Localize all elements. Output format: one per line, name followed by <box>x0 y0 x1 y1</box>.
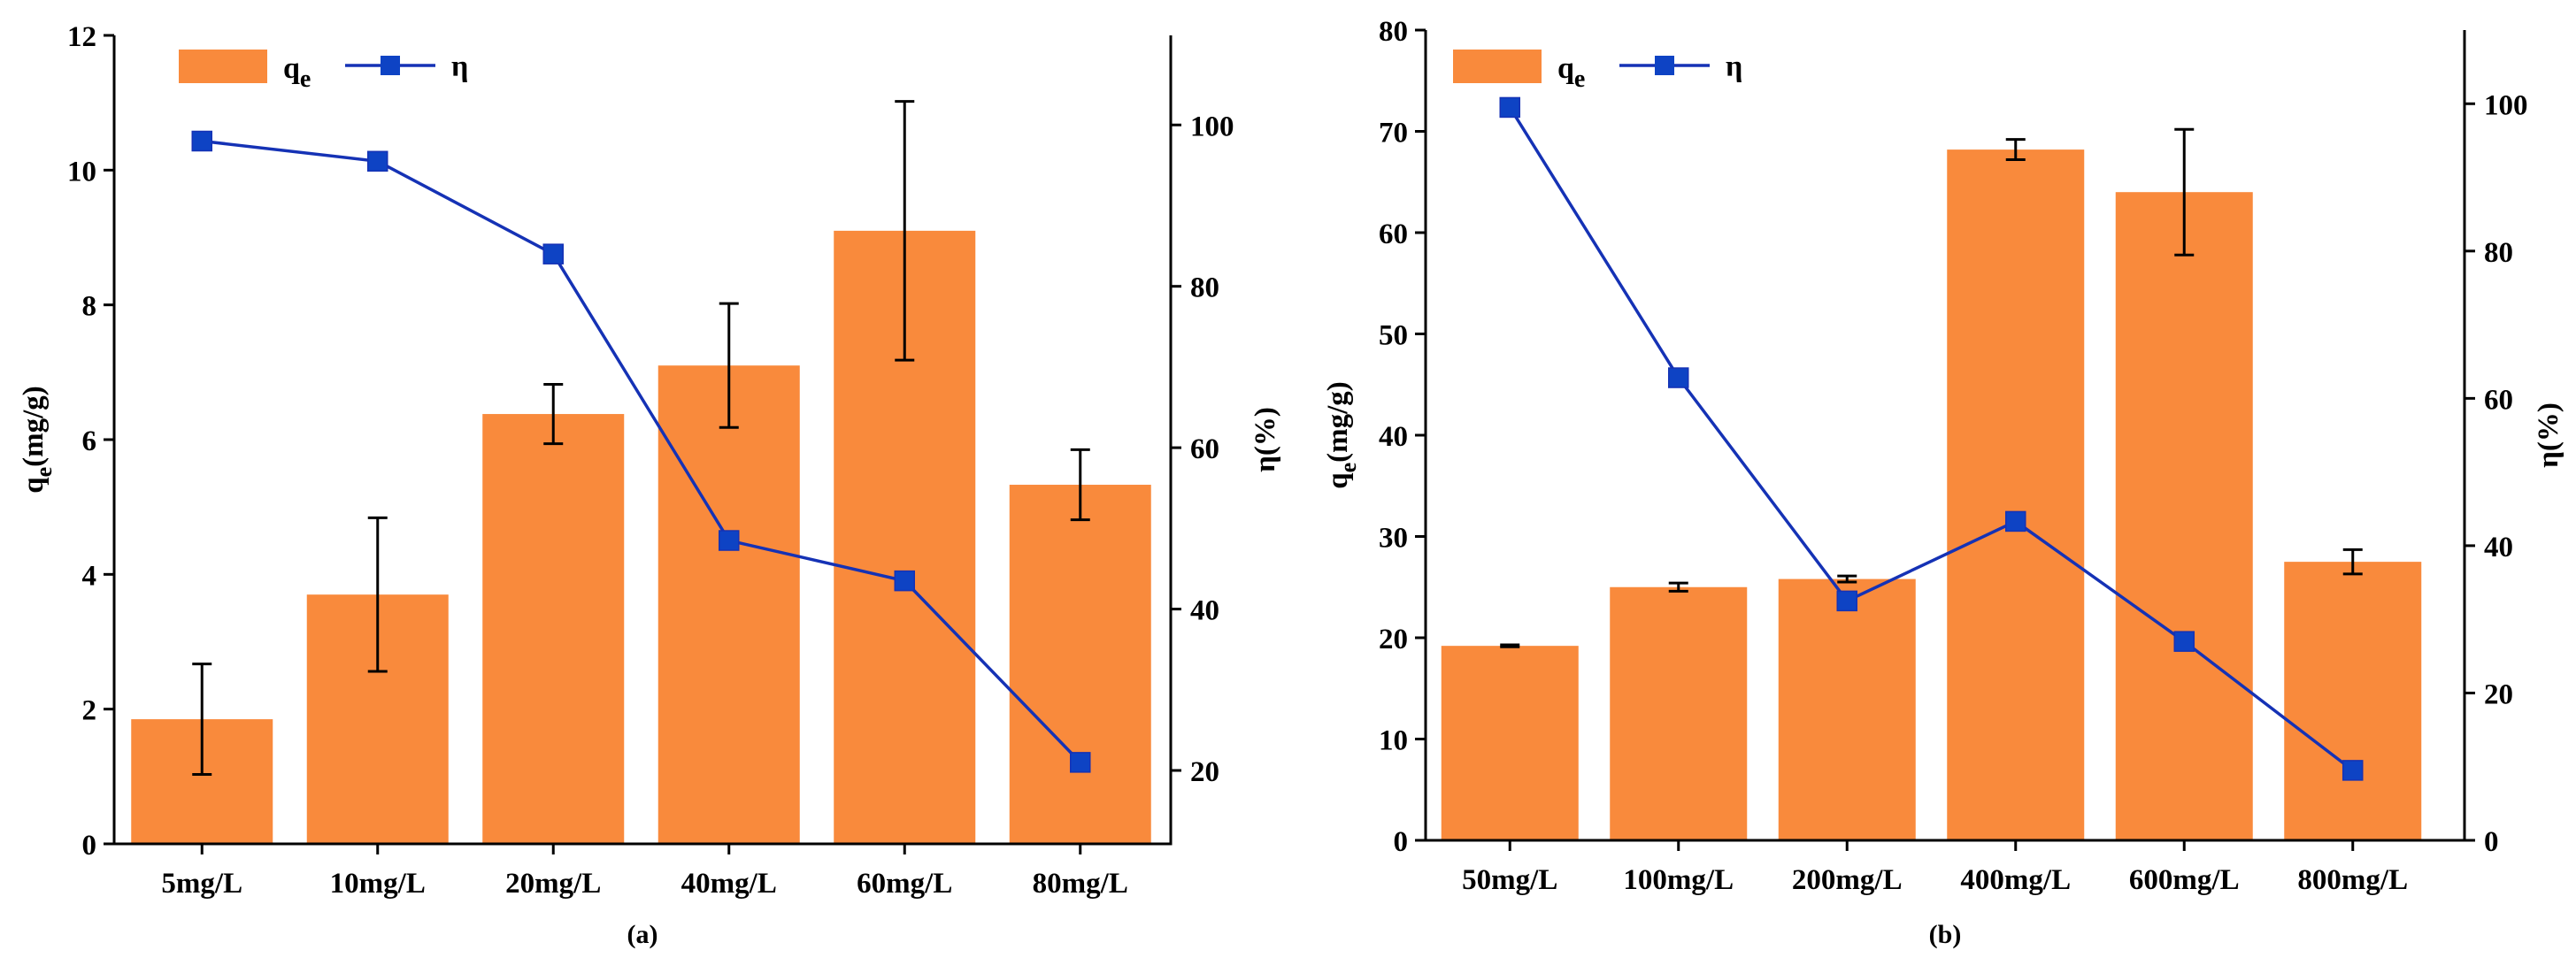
legend-label-qe: qe <box>1557 52 1585 93</box>
legend-label-qe-main: q <box>1557 52 1574 85</box>
panel-label: (b) <box>1929 920 1962 949</box>
y-left-tick-label: 4 <box>82 560 97 592</box>
y-right-tick-label: 40 <box>1190 595 1219 627</box>
y-left-tick-label: 80 <box>1379 16 1408 48</box>
y-left-tick-label: 70 <box>1379 118 1408 149</box>
marker-eta-600mg/L <box>2173 631 2195 652</box>
legend-label-eta: η <box>451 50 468 83</box>
y-left-tick-label: 30 <box>1379 523 1408 555</box>
y-left-tick-label: 0 <box>1394 826 1409 858</box>
y-right-tick-label: 80 <box>1190 272 1219 304</box>
x-tick-label: 50mg/L <box>1462 864 1557 896</box>
y-left-tick-label: 6 <box>82 425 97 457</box>
y-left-tick-label: 0 <box>82 830 97 862</box>
y-left-axis-label: qe(mg/g) <box>1322 381 1361 489</box>
x-tick-label: 5mg/L <box>161 868 242 900</box>
y-right-tick-label: 60 <box>2484 384 2513 416</box>
marker-eta-800mg/L <box>2342 760 2364 781</box>
x-tick-label: 100mg/L <box>1623 864 1734 896</box>
bar-qe-800mg/L <box>2284 562 2422 840</box>
marker-eta-80mg/L <box>1070 752 1091 773</box>
marker-eta-60mg/L <box>894 570 915 592</box>
marker-eta-10mg/L <box>367 150 388 172</box>
y-left-label-subscript: e <box>1335 463 1361 473</box>
bar-qe-400mg/L <box>1947 149 2085 841</box>
legend-swatch-qe <box>179 50 267 83</box>
chart-panel-b: 0 10 20 30 40 50 60 70 80 0 20 40 60 80 100 50mg/L 100mg… <box>1322 16 2564 949</box>
line-eta <box>1508 106 2354 772</box>
x-tick-label: 600mg/L <box>2129 864 2240 896</box>
bar-qe-80mg/L <box>1009 485 1151 844</box>
x-tick-label: 10mg/L <box>330 868 426 900</box>
bar-qe-40mg/L <box>657 365 800 844</box>
y-left-label-main: q <box>1322 472 1354 489</box>
x-tick-label: 200mg/L <box>1792 864 1903 896</box>
y-left-tick-label: 40 <box>1379 421 1408 453</box>
bar-qe-600mg/L <box>2115 192 2253 840</box>
y-right-tick-label: 80 <box>2484 237 2513 269</box>
y-right-axis-label: η(%) <box>2533 402 2564 468</box>
marker-eta-40mg/L <box>719 530 740 551</box>
marker-eta-200mg/L <box>1836 590 1857 612</box>
marker-eta-20mg/L <box>542 243 564 264</box>
x-tick-label: 20mg/L <box>505 868 601 900</box>
y-left-tick-label: 2 <box>82 695 97 727</box>
x-tick-label: 80mg/L <box>1033 868 1128 900</box>
legend-label-qe: qe <box>283 52 311 93</box>
y-right-tick-label: 100 <box>2484 89 2528 121</box>
y-right-tick-label: 20 <box>2484 678 2513 710</box>
y-right-tick-label: 60 <box>1190 433 1219 465</box>
y-right-tick-label: 40 <box>2484 532 2513 563</box>
y-left-label-unit: (mg/g) <box>1322 381 1354 463</box>
x-tick-label: 40mg/L <box>681 868 777 900</box>
y-left-tick-label: 10 <box>1379 725 1408 757</box>
legend-marker-eta <box>1655 56 1674 75</box>
y-left-tick-label: 20 <box>1379 624 1408 655</box>
panel-label: (a) <box>627 920 658 949</box>
x-tick-label: 800mg/L <box>2297 864 2408 896</box>
y-left-label-main: q <box>18 477 50 494</box>
y-left-tick-label: 8 <box>82 291 97 323</box>
legend-marker-eta <box>381 56 400 75</box>
marker-eta-50mg/L <box>1499 96 1520 119</box>
y-left-label-subscript: e <box>31 467 57 478</box>
y-left-tick-label: 10 <box>67 156 96 188</box>
legend-label-eta: η <box>1726 50 1742 83</box>
legend-label-qe-subscript: e <box>300 65 311 93</box>
marker-eta-400mg/L <box>2005 510 2026 532</box>
y-right-tick-label: 100 <box>1190 111 1234 142</box>
bar-qe-20mg/L <box>482 414 625 844</box>
bar-qe-200mg/L <box>1778 578 1916 840</box>
x-tick-label: 60mg/L <box>857 868 952 900</box>
y-left-tick-label: 60 <box>1379 218 1408 250</box>
legend-label-qe-subscript: e <box>1574 65 1585 93</box>
y-right-tick-label: 20 <box>1190 756 1219 788</box>
legend-swatch-qe <box>1453 50 1542 83</box>
y-left-tick-label: 50 <box>1379 320 1408 352</box>
y-right-axis-label: η(%) <box>1250 407 1281 472</box>
chart-panel-a: 0 2 4 6 8 10 12 20 40 60 80 100 5mg/L 10mg/L 20mg/L 40m… <box>18 21 1281 949</box>
line-eta <box>202 139 1082 764</box>
legend-label-qe-main: q <box>283 52 300 85</box>
y-left-tick-label: 12 <box>67 21 96 53</box>
x-tick-label: 400mg/L <box>1960 864 2071 896</box>
bar-qe-50mg/L <box>1441 646 1579 840</box>
y-left-axis-label: qe(mg/g) <box>18 386 57 494</box>
marker-eta-5mg/L <box>191 130 212 152</box>
y-left-label-unit: (mg/g) <box>18 386 50 467</box>
y-right-tick-label: 0 <box>2484 826 2499 858</box>
marker-eta-100mg/L <box>1668 367 1689 388</box>
bar-qe-100mg/L <box>1610 586 1748 840</box>
